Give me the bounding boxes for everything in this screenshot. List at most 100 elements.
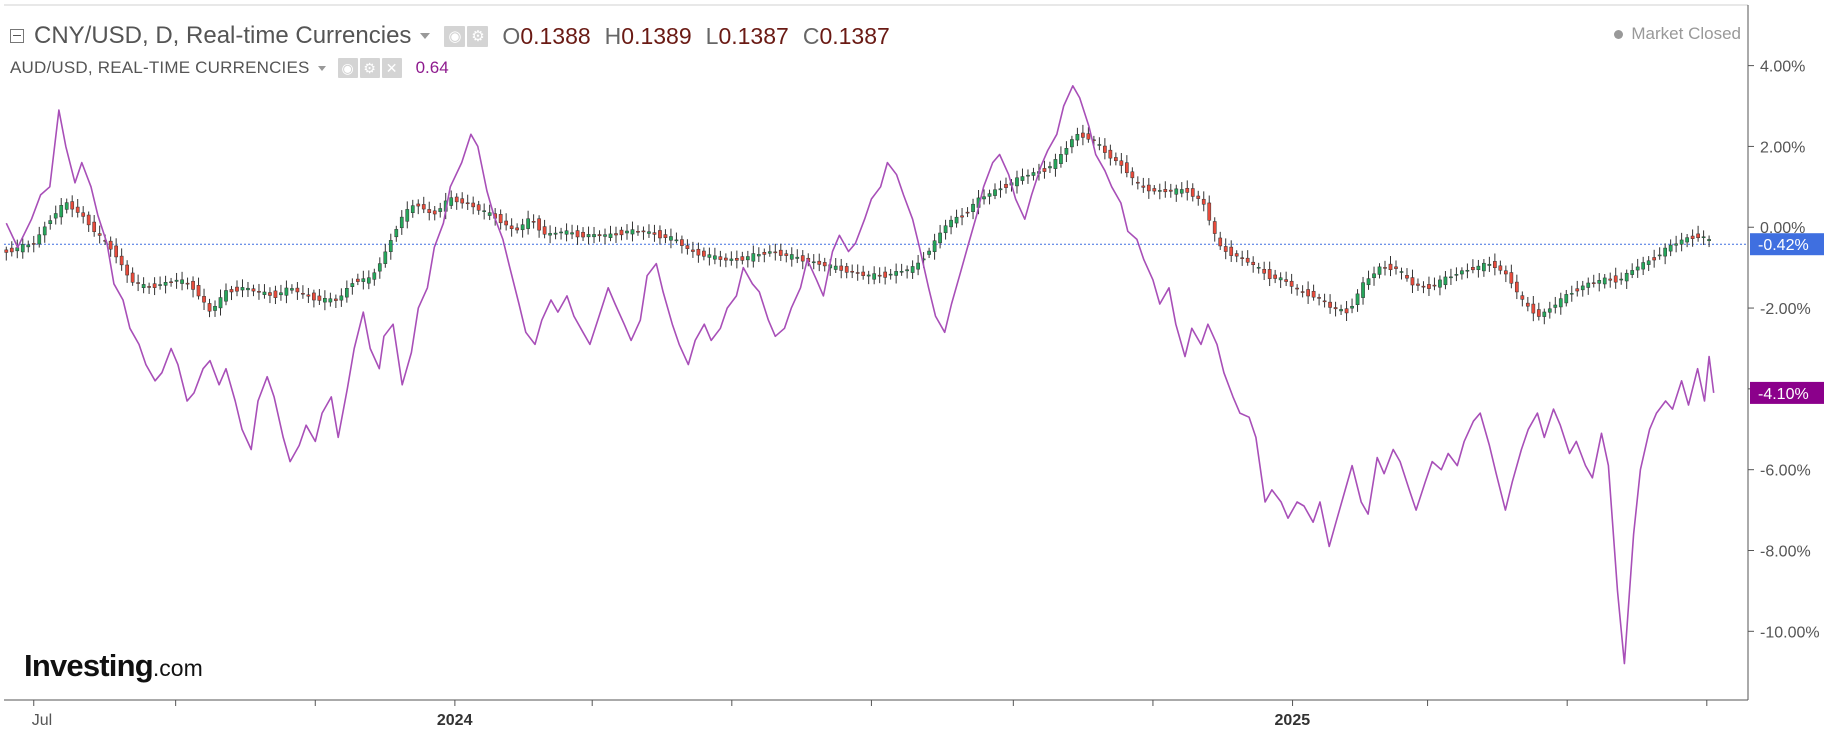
candle bbox=[334, 294, 338, 309]
candle-body bbox=[564, 230, 569, 235]
candle bbox=[592, 226, 596, 244]
candle bbox=[4, 246, 9, 261]
candle bbox=[734, 250, 739, 269]
candle bbox=[460, 192, 465, 209]
candle bbox=[1465, 263, 1470, 279]
candle-body bbox=[1081, 132, 1085, 138]
candle bbox=[773, 243, 778, 261]
main-symbol-label[interactable]: CNY/USD, D, Real-time Currencies bbox=[34, 22, 412, 49]
candle bbox=[641, 226, 646, 240]
candle bbox=[1624, 269, 1629, 289]
candle-body bbox=[652, 232, 657, 235]
candle-body bbox=[740, 256, 745, 261]
candle bbox=[53, 205, 58, 225]
candle-body bbox=[1179, 189, 1184, 194]
candle bbox=[1344, 301, 1349, 322]
candle bbox=[1602, 274, 1607, 289]
candle-body bbox=[262, 291, 267, 295]
candle-body bbox=[718, 256, 723, 260]
candle-body bbox=[224, 290, 228, 302]
candle-body bbox=[888, 273, 893, 276]
candle-body bbox=[1114, 157, 1118, 162]
eye-icon[interactable]: ◉ bbox=[337, 58, 358, 78]
candle-body bbox=[751, 253, 756, 262]
compare-symbol-label[interactable]: AUD/USD, REAL-TIME CURRENCIES bbox=[10, 58, 310, 77]
candle bbox=[1190, 183, 1195, 202]
candle bbox=[163, 275, 168, 294]
candle-body bbox=[355, 278, 360, 282]
candle-body bbox=[53, 213, 58, 219]
candle-body bbox=[1410, 277, 1415, 286]
candle bbox=[553, 226, 558, 240]
candle bbox=[1460, 267, 1464, 280]
candle bbox=[1399, 267, 1404, 280]
candle bbox=[141, 277, 146, 294]
candle-body bbox=[910, 266, 915, 273]
candle-body bbox=[147, 286, 151, 288]
candle-body bbox=[526, 218, 530, 229]
candle-body bbox=[421, 204, 426, 210]
candle bbox=[1514, 274, 1519, 300]
candle-body bbox=[1471, 267, 1475, 271]
candle bbox=[1212, 217, 1217, 242]
candle bbox=[888, 268, 893, 280]
candle bbox=[213, 300, 217, 317]
candle-body bbox=[97, 233, 102, 236]
candle bbox=[20, 238, 25, 259]
candle bbox=[526, 210, 530, 235]
candle-body bbox=[954, 216, 959, 224]
candle-body bbox=[932, 240, 937, 252]
candle bbox=[1553, 296, 1558, 314]
candle-body bbox=[1685, 237, 1689, 243]
candle bbox=[1580, 280, 1585, 297]
candle bbox=[1493, 253, 1497, 276]
candle bbox=[1284, 271, 1288, 287]
candle bbox=[542, 219, 547, 239]
candle-body bbox=[229, 289, 234, 293]
candle-body bbox=[185, 282, 190, 285]
candle bbox=[839, 258, 844, 279]
candle bbox=[1679, 232, 1684, 252]
candle bbox=[262, 284, 267, 299]
candle bbox=[800, 250, 805, 270]
candle bbox=[476, 200, 481, 215]
candle-body bbox=[372, 272, 377, 280]
gear-icon[interactable]: ⚙ bbox=[359, 58, 380, 78]
candle-body bbox=[487, 212, 492, 216]
candle bbox=[86, 211, 91, 232]
close-icon[interactable]: ✕ bbox=[381, 58, 402, 78]
candle bbox=[1015, 170, 1019, 194]
candle-body bbox=[1355, 293, 1360, 306]
eye-icon[interactable]: ◉ bbox=[444, 25, 466, 47]
collapse-legend-icon[interactable] bbox=[10, 29, 24, 43]
chevron-down-icon[interactable] bbox=[420, 33, 431, 39]
candle bbox=[1531, 296, 1536, 322]
candle bbox=[1070, 135, 1074, 154]
candle-body bbox=[1251, 261, 1256, 265]
candle bbox=[1619, 272, 1624, 285]
status-dot-icon bbox=[1614, 29, 1624, 39]
candle bbox=[119, 248, 124, 271]
candle-body bbox=[1498, 265, 1503, 271]
candle-body bbox=[70, 201, 75, 210]
candle-body bbox=[1350, 305, 1354, 309]
candle bbox=[1690, 229, 1695, 247]
candle-body bbox=[592, 234, 596, 238]
candle bbox=[427, 201, 432, 221]
candle bbox=[48, 215, 53, 230]
candle bbox=[1119, 153, 1124, 174]
gear-icon[interactable]: ⚙ bbox=[467, 25, 489, 47]
candle bbox=[410, 199, 415, 218]
candle bbox=[361, 270, 366, 290]
candle-body bbox=[136, 282, 140, 284]
candle-body bbox=[1146, 184, 1151, 192]
chevron-down-icon[interactable] bbox=[317, 65, 326, 71]
candle-body bbox=[377, 263, 382, 272]
candle bbox=[597, 230, 602, 242]
candle-body bbox=[1504, 270, 1508, 275]
candle-body bbox=[745, 256, 750, 261]
candle bbox=[570, 224, 574, 240]
candle-body bbox=[515, 227, 519, 231]
